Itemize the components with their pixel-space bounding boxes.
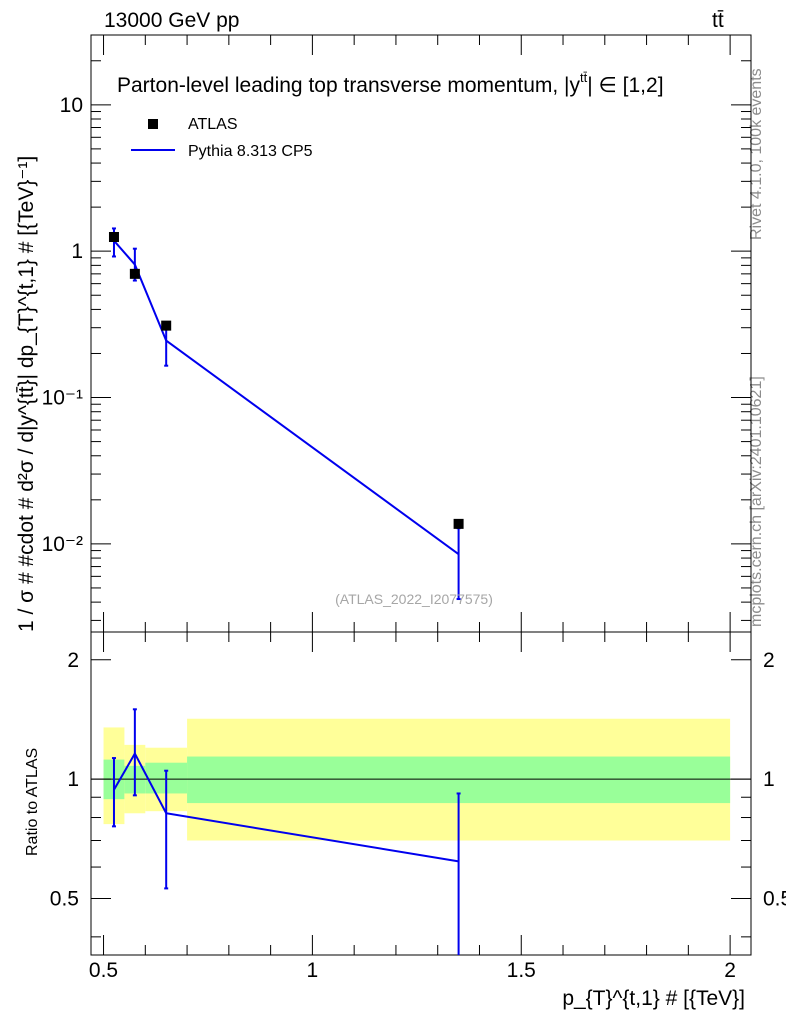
ratio-plot-frame (90, 631, 752, 956)
ratio-y-axis-label: Ratio to ATLAS (24, 748, 41, 856)
analysis-watermark: (ATLAS_2022_I2077575) (335, 591, 493, 607)
atlas-data-point (161, 320, 172, 331)
ratio-plot-panel: 0.5 1 1.5 2 0.5 0.5 1 1 2 2 Ratio to ATLAS p_{T}^… (24, 631, 786, 1010)
main-y-tick-label: 10⁻² (42, 533, 83, 556)
main-y-tick-label: 1 (71, 240, 83, 263)
ratio-y-tick-label: 1 (67, 768, 79, 791)
energy-label: 13000 GeV pp (104, 9, 239, 32)
ratio-y-tick-label-right: 1 (763, 768, 775, 791)
legend-label-pythia: Pythia 8.313 CP5 (188, 143, 313, 160)
legend-marker-atlas (148, 119, 158, 129)
legend: ATLAS Pythia 8.313 CP5 (131, 116, 313, 160)
ratio-y-tick-label: 2 (67, 649, 79, 672)
atlas-data-point (108, 231, 119, 242)
main-y-axis-label: 1 / σ # #cdot # d²σ / d|y^{tt̄}| dp_{T}^… (15, 156, 38, 632)
source-label: mcplots.cern.ch [arXiv:2401.10621] (748, 376, 765, 627)
x-tick-label: 1 (307, 959, 319, 982)
chart-title-tail: | ∈ [1,2] (587, 74, 663, 97)
rivet-version-label: Rivet 4.1.0, 100k events (748, 68, 765, 240)
ratio-y-tick-label: 0.5 (50, 887, 79, 910)
chart-title: Parton-level leading top transverse mome… (117, 70, 664, 97)
chart-title-main: Parton-level leading top transverse mome… (117, 74, 581, 97)
legend-label-atlas: ATLAS (188, 116, 238, 133)
process-label: tt̄ (712, 9, 724, 32)
atlas-data-point (453, 518, 464, 529)
x-tick-label: 1.5 (507, 959, 536, 982)
chart-title-sup: tt̄ (580, 70, 588, 85)
x-tick-label: 0.5 (89, 959, 118, 982)
main-plot-panel: 10⁻² 10⁻¹ 1 10 Parton-level leading top tra… (15, 34, 752, 633)
main-y-tick-label: 10 (60, 94, 83, 117)
x-tick-label: 2 (724, 959, 736, 982)
ratio-y-tick-label-right: 0.5 (763, 887, 786, 910)
x-axis-label: p_{T}^{t,1} # [{TeV}] (562, 987, 745, 1010)
atlas-data-point (129, 268, 140, 279)
main-y-tick-label: 10⁻¹ (42, 387, 83, 410)
pythia-line (113, 240, 460, 556)
pythia-ratio-line (113, 751, 459, 863)
ratio-y-tick-label-right: 2 (763, 649, 775, 672)
